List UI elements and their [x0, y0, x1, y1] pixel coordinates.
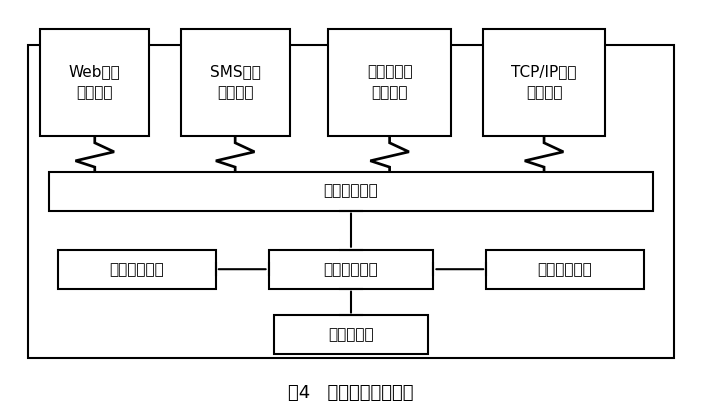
FancyBboxPatch shape [49, 172, 653, 210]
Text: 图4   信息管理系统模块: 图4 信息管理系统模块 [289, 383, 413, 402]
Text: 诱导屏数据
交互接口: 诱导屏数据 交互接口 [367, 64, 412, 100]
FancyBboxPatch shape [41, 29, 150, 136]
Text: SMS数据
交互接口: SMS数据 交互接口 [210, 64, 260, 100]
FancyBboxPatch shape [268, 250, 433, 289]
Text: 数据接收模块: 数据接收模块 [538, 262, 592, 277]
FancyBboxPatch shape [274, 316, 428, 354]
Text: Web数据
交互接口: Web数据 交互接口 [69, 64, 121, 100]
FancyBboxPatch shape [28, 45, 674, 358]
FancyBboxPatch shape [329, 29, 451, 136]
FancyBboxPatch shape [58, 250, 216, 289]
FancyBboxPatch shape [483, 29, 605, 136]
Text: TCP/IP数据
交互接口: TCP/IP数据 交互接口 [511, 64, 577, 100]
FancyBboxPatch shape [181, 29, 289, 136]
Text: 数据库系统: 数据库系统 [329, 328, 373, 342]
FancyBboxPatch shape [486, 250, 644, 289]
Text: 数据中心模块: 数据中心模块 [324, 262, 378, 277]
Text: 数据分析模块: 数据分析模块 [110, 262, 164, 277]
Text: 数据接口模块: 数据接口模块 [324, 184, 378, 199]
